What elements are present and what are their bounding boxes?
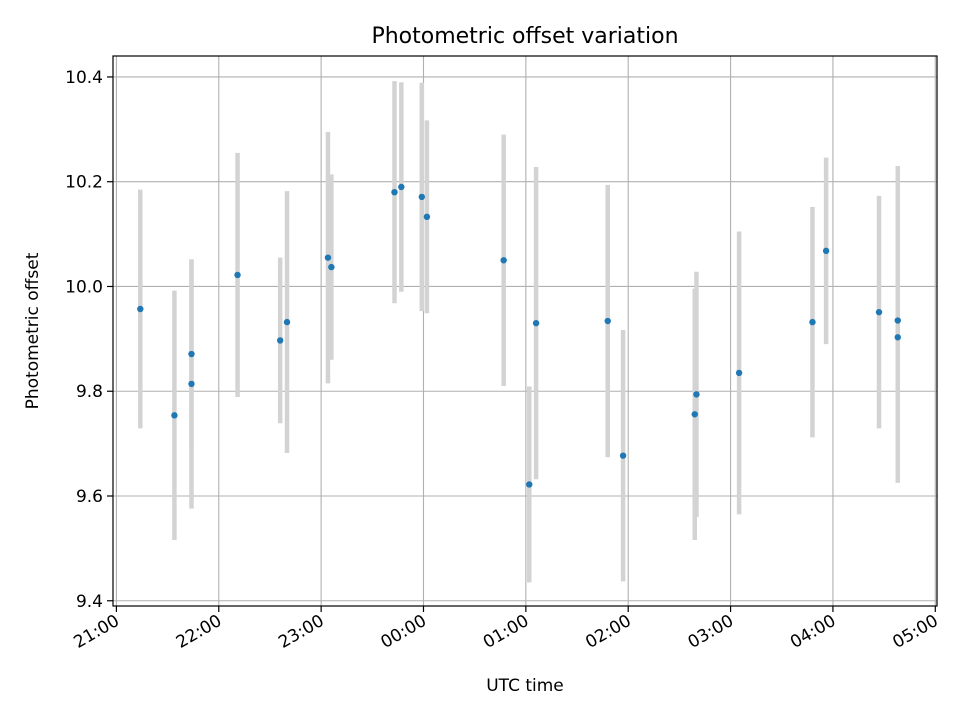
y-tick-label: 10.0 bbox=[65, 277, 103, 297]
data-point bbox=[188, 350, 195, 358]
x-tick-label: 03:00 bbox=[685, 611, 737, 653]
data-point bbox=[171, 412, 178, 419]
y-tick-label: 9.4 bbox=[76, 592, 103, 612]
x-tick-label: 22:00 bbox=[173, 611, 225, 653]
x-tick-label: 23:00 bbox=[275, 611, 327, 653]
data-point bbox=[234, 271, 241, 279]
grid bbox=[113, 56, 937, 606]
data-point bbox=[423, 213, 431, 221]
data-point bbox=[283, 318, 291, 326]
data-point bbox=[532, 319, 540, 327]
x-tick-label: 05:00 bbox=[889, 611, 941, 653]
data-point bbox=[894, 334, 901, 341]
x-tick-label: 21:00 bbox=[70, 611, 122, 653]
data-point bbox=[328, 263, 335, 271]
chart-title: Photometric offset variation bbox=[371, 24, 678, 49]
y-tick-label: 9.6 bbox=[76, 487, 103, 507]
data-point bbox=[619, 452, 627, 459]
x-tick-label: 00:00 bbox=[378, 611, 430, 653]
y-axis: 9.4 9.6 9.8 10.0 10.2 10.4 bbox=[65, 68, 113, 612]
data-point bbox=[894, 317, 901, 324]
data-point bbox=[809, 318, 816, 326]
x-axis: 21:00 22:00 23:00 00:00 01:00 02:00 03:00 04:00… bbox=[70, 606, 942, 653]
data-point bbox=[188, 380, 195, 388]
data-point bbox=[324, 254, 332, 261]
data-point bbox=[137, 305, 144, 313]
x-tick-label: 01:00 bbox=[480, 611, 532, 653]
data-point bbox=[418, 193, 425, 201]
data-point bbox=[604, 317, 611, 325]
data-point bbox=[735, 369, 743, 377]
data-point bbox=[693, 391, 700, 398]
data-point bbox=[391, 188, 398, 196]
y-tick-label: 9.8 bbox=[76, 382, 103, 402]
data-point bbox=[500, 257, 507, 264]
data-points bbox=[137, 183, 901, 488]
error-bars bbox=[138, 81, 901, 583]
y-axis-label: Photometric offset bbox=[23, 252, 43, 409]
x-tick-label: 02:00 bbox=[582, 611, 634, 653]
data-point bbox=[875, 308, 883, 316]
data-point bbox=[822, 247, 830, 255]
x-tick-label: 04:00 bbox=[787, 611, 839, 653]
plot-frame bbox=[112, 55, 938, 607]
data-point bbox=[526, 481, 533, 488]
y-tick-label: 10.4 bbox=[65, 68, 103, 88]
data-point bbox=[691, 411, 698, 418]
y-tick-label: 10.2 bbox=[65, 173, 103, 193]
x-axis-label: UTC time bbox=[486, 676, 564, 696]
data-point bbox=[276, 337, 284, 344]
data-point bbox=[398, 183, 405, 191]
